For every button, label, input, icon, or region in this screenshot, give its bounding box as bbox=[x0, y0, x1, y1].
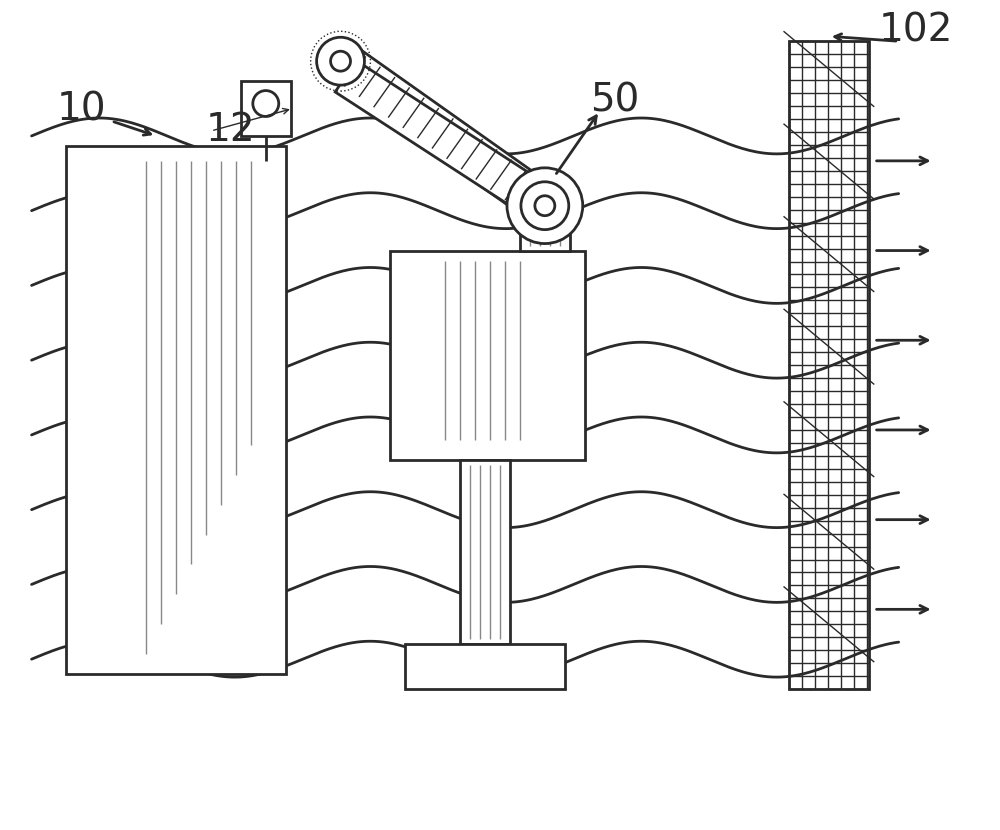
Bar bbox=[520, 226, 570, 251]
Bar bbox=[460, 460, 510, 644]
Bar bbox=[66, 146, 286, 674]
Text: 12: 12 bbox=[206, 111, 256, 149]
Text: 10: 10 bbox=[56, 91, 106, 129]
Polygon shape bbox=[328, 44, 557, 222]
Polygon shape bbox=[335, 61, 555, 222]
Bar bbox=[241, 81, 291, 136]
Circle shape bbox=[317, 37, 364, 85]
Bar bbox=[405, 644, 565, 689]
Text: 50: 50 bbox=[590, 81, 639, 119]
Circle shape bbox=[331, 51, 351, 71]
Bar bbox=[390, 251, 585, 460]
Bar bbox=[789, 42, 869, 689]
Circle shape bbox=[253, 90, 279, 116]
Circle shape bbox=[507, 168, 583, 243]
Text: 102: 102 bbox=[879, 12, 953, 49]
Circle shape bbox=[521, 182, 569, 230]
Circle shape bbox=[535, 196, 555, 216]
